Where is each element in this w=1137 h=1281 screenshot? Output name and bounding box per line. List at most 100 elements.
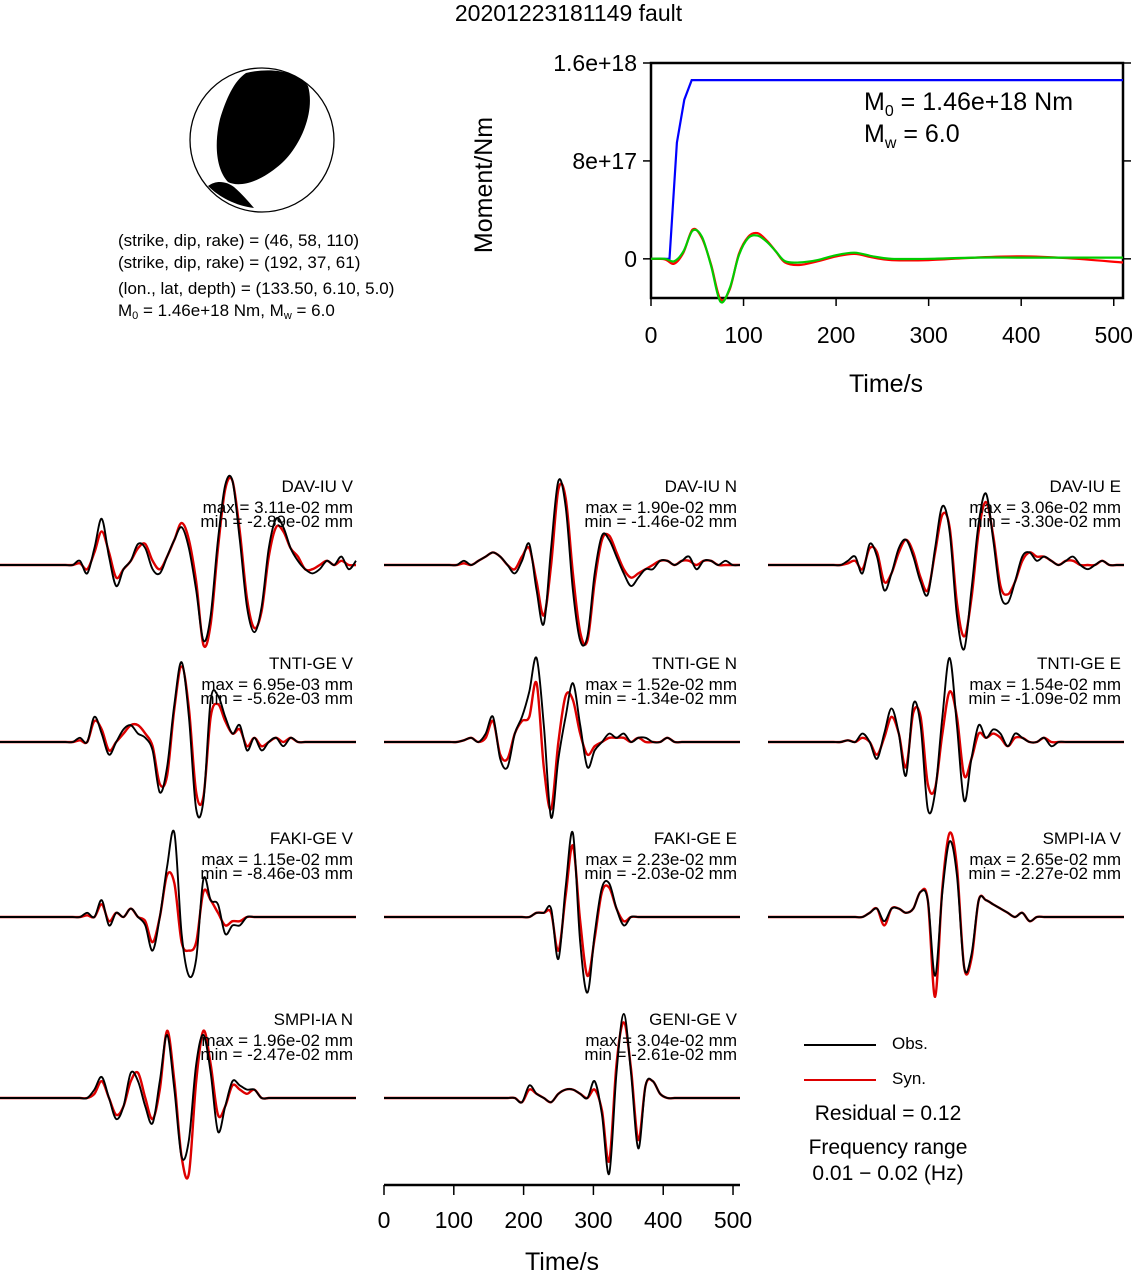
max-amplitude-label: max = 2.65e-02 mm [969,850,1121,869]
min-amplitude-label: min = -2.61e-02 mm [584,1045,737,1064]
station-label: DAV-IU V [282,477,354,496]
observed-trace [0,474,357,643]
station-label: SMPI-IA V [1043,829,1122,848]
max-amplitude-label: max = 1.54e-02 mm [969,675,1121,694]
station-label: DAV-IU N [665,477,737,496]
moment-xtick-label: 500 [1095,322,1133,348]
compressional-quadrant-small [208,181,254,208]
observed-trace [768,657,1124,815]
moment-plot-frame [649,61,1125,300]
moment-summary: M0 = 1.46e+18 Nm, Mw = 6.0 [118,301,335,322]
moment-xtick-label: 100 [724,322,762,348]
beachball-icon [189,67,335,213]
min-amplitude-label: min = -5.62e-03 mm [200,689,353,708]
waveform-xtick-label: 500 [714,1207,752,1233]
station-label: TNTI-GE V [269,654,354,673]
moment-xlabel: Time/s [849,370,923,398]
observed-trace [0,829,357,979]
min-amplitude-label: min = -2.27e-02 mm [968,864,1121,883]
observed-trace [384,830,741,994]
min-amplitude-label: min = -2.03e-02 mm [584,864,737,883]
min-amplitude-label: min = -8.46e-03 mm [200,864,353,883]
observed-trace [384,478,741,647]
page-title: 20201223181149 fault [454,0,683,26]
moment-ytick-label: 1.6e+18 [553,50,637,76]
moment-series-line [650,227,1124,302]
station-label: SMPI-IA N [274,1010,353,1029]
min-amplitude-label: min = -2.89e-02 mm [200,512,353,531]
min-amplitude-label: min = -1.34e-02 mm [584,689,737,708]
moment-ytick-label: 8e+17 [572,148,637,174]
moment-series-line [650,228,1123,304]
waveform-xlabel: Time/s [525,1248,599,1276]
max-amplitude-label: max = 1.90e-02 mm [585,498,737,517]
waveform-xtick-label: 400 [644,1207,682,1233]
waveform-xtick-label: 100 [435,1207,473,1233]
observed-trace [768,840,1125,977]
moment-annotation-mw: Mw = 6.0 [864,120,960,152]
moment-xtick-label: 300 [909,322,947,348]
frequency-title: Frequency range [808,1136,968,1159]
max-amplitude-label: max = 3.11e-02 mm [203,498,353,517]
legend-obs: Obs. [800,1032,1040,1056]
waveform-xtick-label: 0 [378,1207,391,1233]
waveform-xtick-label: 200 [504,1207,542,1233]
hypocenter: (lon., lat, depth) = (133.50, 6.10, 5.0) [118,279,395,298]
max-amplitude-label: max = 1.52e-02 mm [585,675,737,694]
min-amplitude-label: min = -1.09e-02 mm [968,689,1121,708]
station-label: GENI-GE V [649,1010,738,1029]
legend-syn-swatch [804,1079,876,1081]
nodal-plane-2: (strike, dip, rake) = (192, 37, 61) [118,253,361,272]
station-label: TNTI-GE E [1037,654,1121,673]
max-amplitude-label: max = 1.96e-02 mm [201,1031,353,1050]
legend-obs-swatch [804,1044,876,1046]
observed-trace [0,1034,356,1161]
legend-obs-label: Obs. [892,1034,928,1053]
max-amplitude-label: max = 1.15e-02 mm [201,850,353,869]
station-label: DAV-IU E [1050,477,1121,496]
legend-syn-label: Syn. [892,1069,927,1088]
moment-ylabel: Moment/Nm [470,117,498,253]
observed-trace [0,661,356,819]
moment-rate-chart: 08e+171.6e+180 100 200 300 400 500 Moment/Nm … [470,50,1133,398]
mechanism-info: (strike, dip, rake) = (46, 58, 110) (str… [118,230,394,322]
max-amplitude-label: max = 2.23e-02 mm [585,850,737,869]
moment-series-line [651,79,1123,260]
legend-syn: Syn. [800,1067,1040,1091]
compressional-quadrant [216,70,310,185]
moment-xtick-label: 0 [645,322,658,348]
station-label: TNTI-GE N [652,654,737,673]
max-amplitude-label: max = 6.95e-03 mm [201,675,353,694]
residual-text: Residual = 0.12 [814,1102,962,1125]
nodal-plane-1: (strike, dip, rake) = (46, 58, 110) [118,231,360,250]
station-label: FAKI-GE V [270,829,354,848]
waveform-xtick-label: 300 [574,1207,612,1233]
station-label: FAKI-GE E [654,829,737,848]
min-amplitude-label: min = -3.30e-02 mm [968,512,1121,531]
moment-annotation-m0: M0 = 1.46e+18 Nm [864,88,1073,120]
min-amplitude-label: min = -1.46e-02 mm [584,512,737,531]
max-amplitude-label: max = 3.06e-02 mm [969,498,1121,517]
observed-trace [384,656,740,819]
frequency-range: 0.01 − 0.02 (Hz) [812,1162,964,1185]
max-amplitude-label: max = 3.04e-02 mm [585,1031,737,1050]
moment-xtick-label: 200 [817,322,855,348]
moment-ytick-label: 0 [624,246,637,272]
legend: Obs. Syn. Residual = 0.12 Frequency rang… [800,1030,1040,1190]
min-amplitude-label: min = -2.47e-02 mm [200,1045,353,1064]
moment-xtick-label: 400 [1002,322,1040,348]
observed-trace [768,492,1124,651]
observed-trace [384,1013,740,1175]
